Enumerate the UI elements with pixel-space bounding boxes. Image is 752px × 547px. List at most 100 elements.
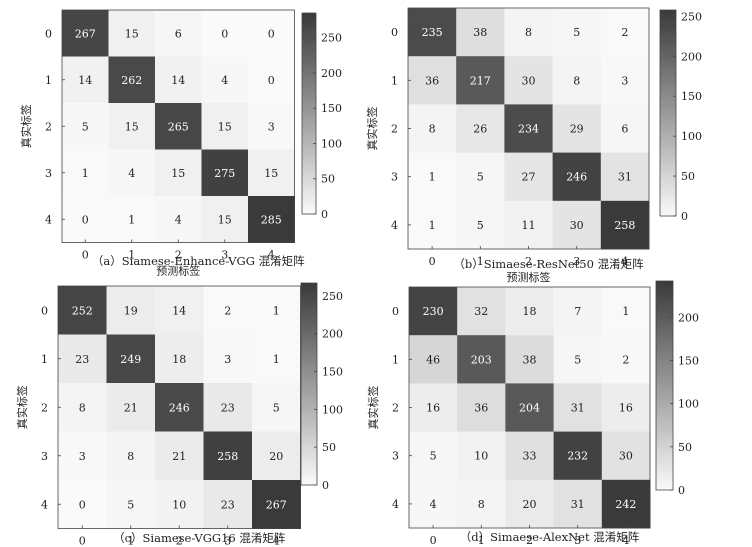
heatmap-cell <box>457 431 506 481</box>
heatmap-cell <box>553 383 603 433</box>
colorbar-tick-label: 0 <box>681 210 688 223</box>
heatmap-cell <box>203 286 253 335</box>
cell-value-label: 4 <box>430 498 437 511</box>
heatmap-cell <box>505 479 555 529</box>
figure-caption: （d）Simaese-AlexNet 混淆矩阵 <box>460 530 640 544</box>
cell-value-label: 15 <box>171 167 185 180</box>
x-tick-label: 0 <box>430 534 437 547</box>
x-tick-label: 3 <box>224 535 231 547</box>
x-tick-label: 4 <box>273 535 280 547</box>
y-axis-title: 真实标签 <box>366 386 380 430</box>
heatmap-cell <box>252 480 301 529</box>
x-tick-label: 1 <box>128 249 135 262</box>
heatmap-cell <box>201 149 249 197</box>
heatmap-chart-a: 267 15 6 0 014 262 14 4 05 15 265 15 31 4 15 275 150 1 4 15… <box>19 9 342 278</box>
colorbar-tick-label: 150 <box>321 102 342 115</box>
cell-value-label: 1 <box>429 171 436 184</box>
y-tick-label: 0 <box>391 26 398 39</box>
cell-value-label: 23 <box>75 353 89 366</box>
cell-value-label: 23 <box>221 498 235 511</box>
heatmap-cell <box>58 480 107 529</box>
heatmap-cell <box>248 56 295 104</box>
heatmap-cell <box>106 383 156 432</box>
cell-value-label: 8 <box>573 74 580 87</box>
colorbar-tick-label: 0 <box>678 484 685 497</box>
cell-value-label: 36 <box>474 402 488 415</box>
heatmap-cell <box>62 10 109 57</box>
heatmap-cell <box>409 431 458 481</box>
heatmap-cell <box>505 431 555 481</box>
heatmap-cell <box>456 8 505 57</box>
heatmap-cell <box>409 287 458 336</box>
cell-value-label: 1 <box>273 304 280 317</box>
cell-value-label: 21 <box>124 401 138 414</box>
heatmap-cell <box>248 149 295 197</box>
heatmap-cell <box>504 56 554 105</box>
x-tick-label: 4 <box>621 255 628 268</box>
heatmap-cell <box>601 431 651 481</box>
heatmap-cell <box>456 200 505 250</box>
cell-value-label: 2 <box>224 304 231 317</box>
cell-value-label: 29 <box>570 123 584 136</box>
heatmap-cell <box>106 286 156 335</box>
heatmap-cell <box>62 103 109 150</box>
y-tick-label: 1 <box>45 74 52 87</box>
cell-value-label: 6 <box>175 27 182 40</box>
y-tick-label: 1 <box>391 74 398 87</box>
cell-value-label: 275 <box>214 167 235 180</box>
cell-value-label: 1 <box>273 353 280 366</box>
heatmap-cell <box>108 56 156 104</box>
figure-caption: （a）Siamese-Enhance-VGG 混淆矩阵 <box>92 254 305 268</box>
cell-value-label: 0 <box>79 498 86 511</box>
cell-value-label: 23 <box>221 401 235 414</box>
heatmap-cell <box>553 431 603 481</box>
colorbar <box>301 12 317 215</box>
colorbar-tick-label: 100 <box>681 130 702 143</box>
colorbar-tick-label: 200 <box>681 50 702 63</box>
cell-value-label: 0 <box>221 27 228 40</box>
heatmap-cell <box>62 149 109 197</box>
colorbar-tick-label: 200 <box>321 67 342 80</box>
cell-value-label: 8 <box>127 450 134 463</box>
cell-value-label: 2 <box>622 353 629 366</box>
heatmap-chart-b: 235 38 8 5 236 217 30 8 38 26 234 29 61 5 27 246 311 5 11 3… <box>365 7 702 284</box>
heatmap-cell <box>252 334 301 384</box>
cell-value-label: 230 <box>423 305 444 318</box>
cell-value-label: 31 <box>571 402 585 415</box>
cell-value-label: 31 <box>571 498 585 511</box>
y-tick-label: 2 <box>392 402 399 415</box>
heatmap-cell <box>600 104 650 154</box>
colorbar-tick-label: 150 <box>678 354 699 367</box>
heatmap-cell <box>457 287 506 336</box>
heatmap-cell <box>553 287 603 336</box>
cell-value-label: 267 <box>75 27 96 40</box>
cell-value-label: 14 <box>78 74 92 87</box>
cell-value-label: 15 <box>125 120 139 133</box>
heatmap-cell <box>409 479 458 529</box>
cell-value-label: 234 <box>518 123 539 136</box>
cell-value-label: 232 <box>567 450 588 463</box>
heatmap-cell <box>106 480 156 529</box>
x-tick-label: 4 <box>268 249 275 262</box>
colorbar-tick-label: 0 <box>322 479 329 492</box>
cell-value-label: 3 <box>224 353 231 366</box>
cell-value-label: 265 <box>168 120 189 133</box>
heatmap-cell <box>248 10 295 57</box>
heatmap-cell <box>201 10 249 57</box>
x-tick-label: 1 <box>478 534 485 547</box>
cell-value-label: 235 <box>422 26 443 39</box>
colorbar-tick-label: 250 <box>322 290 343 303</box>
colorbar-tick-label: 0 <box>321 208 328 221</box>
heatmap-cell <box>601 383 651 433</box>
heatmap-cell <box>155 480 204 529</box>
cell-value-label: 285 <box>261 213 282 226</box>
y-tick-label: 1 <box>41 353 48 366</box>
cell-value-label: 19 <box>124 304 138 317</box>
heatmap-cell <box>252 383 301 432</box>
heatmap-cell <box>155 196 202 243</box>
cell-value-label: 3 <box>79 450 86 463</box>
cell-value-label: 38 <box>523 353 537 366</box>
heatmap-cell <box>601 479 651 529</box>
cell-value-label: 267 <box>266 498 287 511</box>
heatmap-cell <box>58 286 107 335</box>
